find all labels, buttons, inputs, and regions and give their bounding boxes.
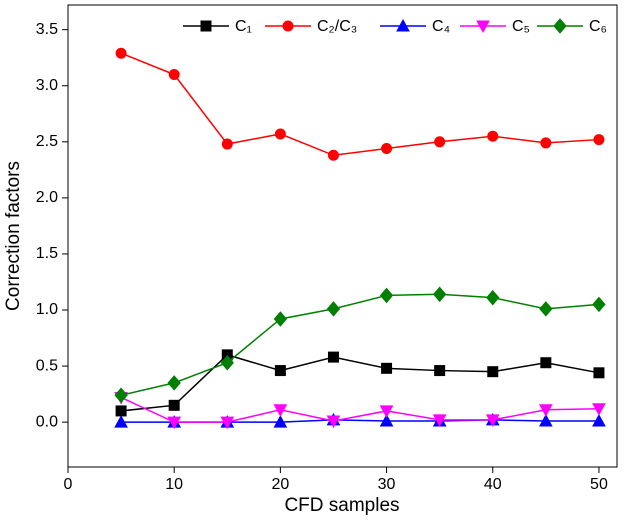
y-tick-label: 2.0 xyxy=(36,189,58,206)
data-point xyxy=(434,365,446,377)
data-point xyxy=(487,130,499,142)
data-point xyxy=(592,296,606,313)
data-point xyxy=(433,286,447,303)
legend-marker xyxy=(476,20,490,34)
y-axis-title: Correction factors xyxy=(3,161,24,311)
y-tick-label: 0.5 xyxy=(36,357,58,374)
legend-marker xyxy=(282,20,294,32)
legend-label: C₆ xyxy=(589,18,607,35)
y-tick-label: 2.5 xyxy=(36,133,58,150)
data-point xyxy=(168,69,180,81)
data-point xyxy=(379,413,394,427)
data-point xyxy=(274,365,286,377)
data-point xyxy=(539,301,553,317)
data-point xyxy=(592,413,606,427)
data-point xyxy=(487,366,499,378)
data-point xyxy=(167,375,181,391)
y-tick-label: 1.0 xyxy=(36,301,58,318)
data-point xyxy=(273,415,288,428)
legend-label: C₅ xyxy=(512,18,530,35)
legend-label: C₄ xyxy=(432,18,450,35)
series-line xyxy=(120,52,599,157)
data-point xyxy=(381,362,393,374)
data-point xyxy=(115,405,127,417)
legend-label: C₂/C₃ xyxy=(317,18,357,35)
data-point xyxy=(540,357,552,369)
x-tick-label: 30 xyxy=(378,476,396,493)
data-point xyxy=(434,136,446,148)
data-point xyxy=(379,287,394,304)
y-tick-label: 1.5 xyxy=(36,245,58,262)
data-point xyxy=(168,399,180,411)
data-point xyxy=(381,143,393,155)
x-tick-label: 50 xyxy=(590,476,608,493)
data-point xyxy=(327,149,339,161)
data-point xyxy=(220,416,235,430)
legend-marker xyxy=(200,20,212,32)
data-point xyxy=(274,128,286,140)
data-point xyxy=(539,413,553,427)
y-tick-label: 3.5 xyxy=(36,21,58,38)
y-tick-label: 0.0 xyxy=(36,413,58,430)
series-line xyxy=(120,396,599,423)
data-point xyxy=(540,137,552,149)
data-point xyxy=(326,415,341,429)
x-tick-label: 0 xyxy=(64,476,73,493)
data-point xyxy=(114,415,128,428)
data-point xyxy=(539,404,553,417)
legend-marker xyxy=(553,18,567,34)
data-point xyxy=(593,134,605,146)
x-axis-title: CFD samples xyxy=(284,495,399,516)
legend-label: C₁ xyxy=(235,18,252,35)
series-line xyxy=(121,354,600,412)
data-point xyxy=(115,47,127,59)
x-tick-label: 40 xyxy=(484,476,502,493)
data-point xyxy=(114,387,128,404)
data-point xyxy=(220,354,234,371)
data-point xyxy=(221,138,233,150)
data-point xyxy=(593,367,605,379)
data-point xyxy=(273,311,288,327)
data-point xyxy=(273,404,288,417)
data-point xyxy=(167,416,182,430)
data-point xyxy=(485,414,500,427)
legend-marker xyxy=(396,18,410,32)
data-point xyxy=(379,405,394,418)
data-point xyxy=(592,403,606,416)
data-point xyxy=(486,289,500,306)
series-line xyxy=(120,293,600,396)
x-tick-label: 20 xyxy=(271,476,289,493)
plot-frame xyxy=(67,4,618,468)
y-tick-label: 3.0 xyxy=(36,77,58,94)
data-point xyxy=(327,351,339,363)
data-point xyxy=(326,301,341,317)
x-tick-label: 10 xyxy=(165,476,183,493)
data-point xyxy=(432,414,447,427)
